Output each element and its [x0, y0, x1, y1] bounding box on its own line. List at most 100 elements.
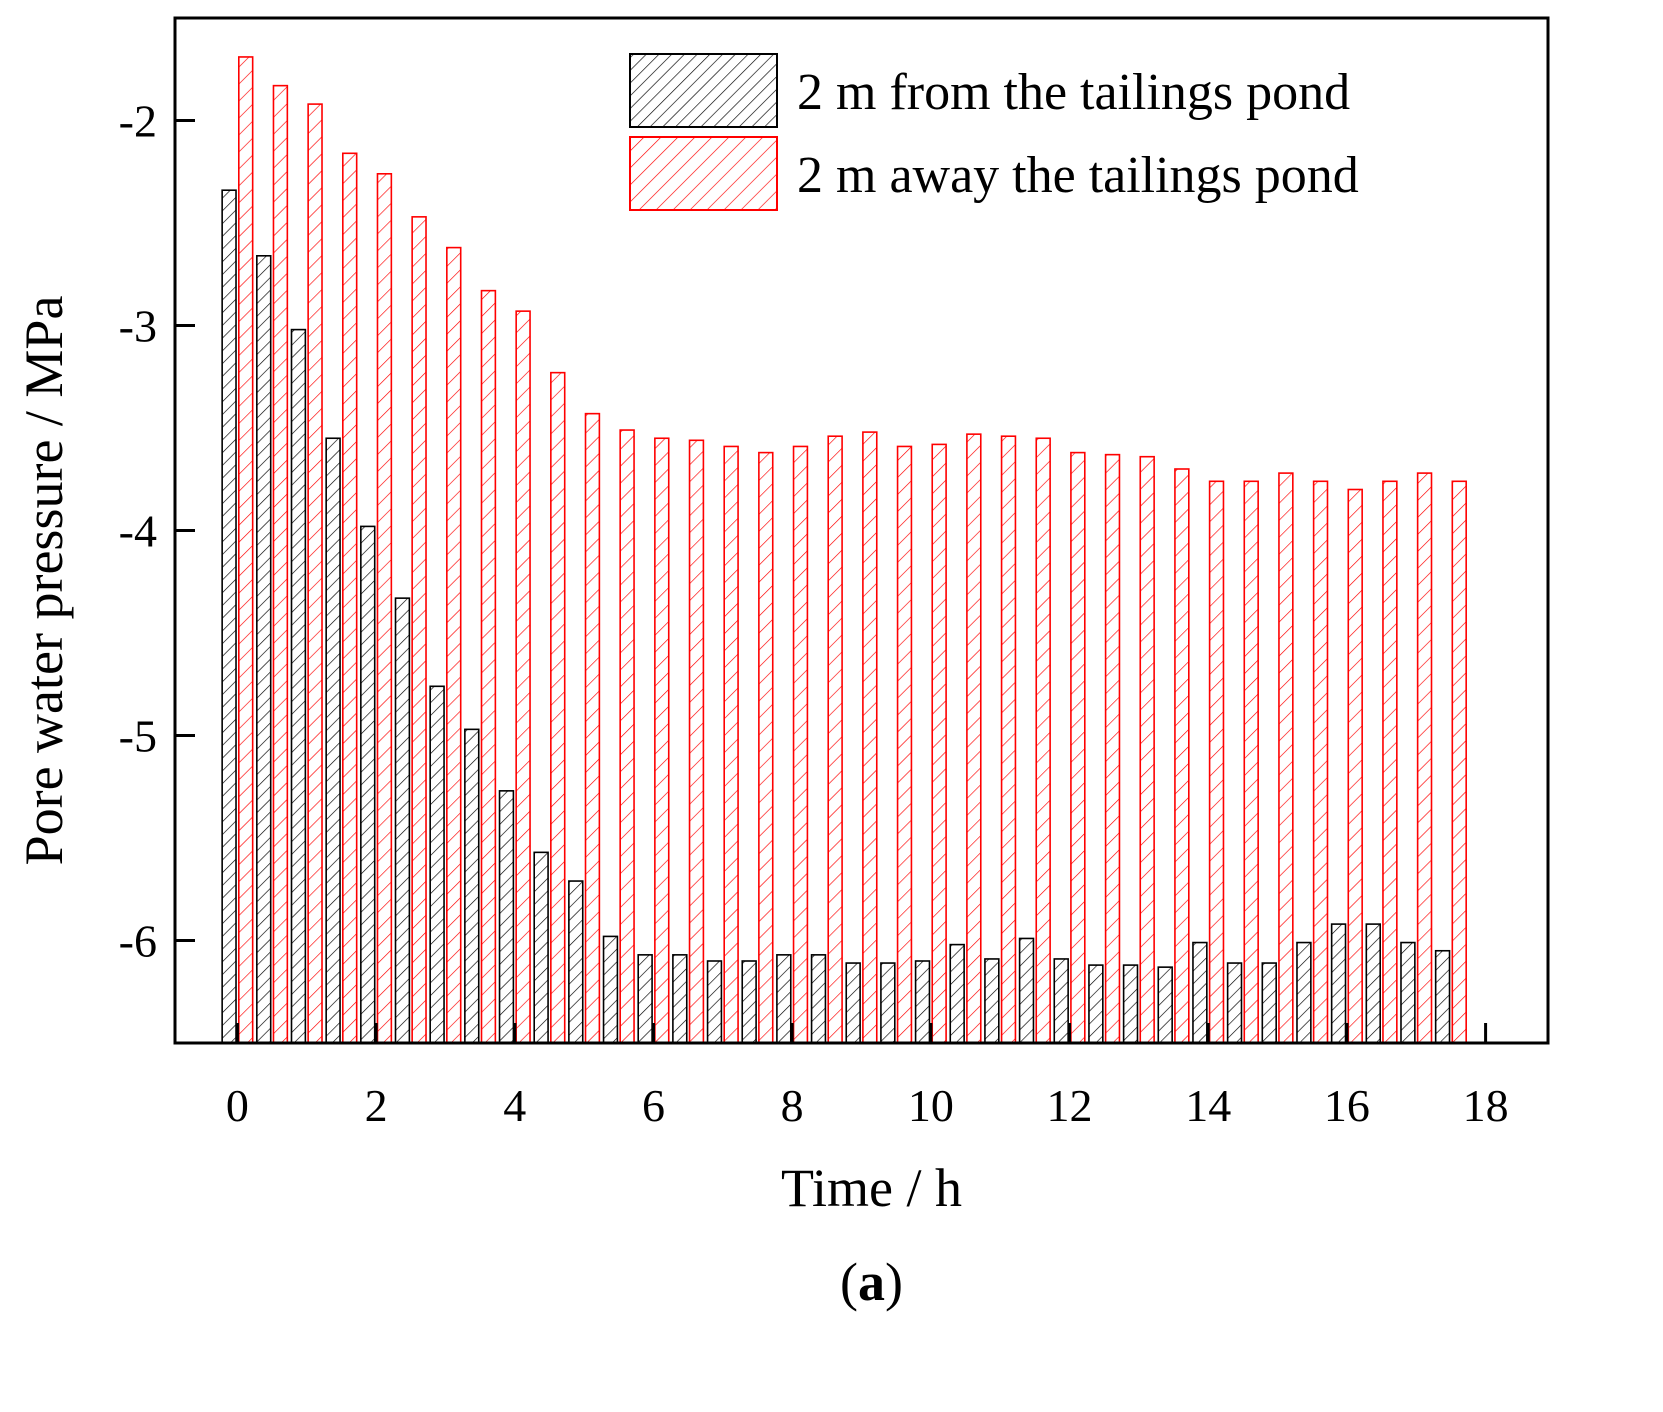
bar-away-12 [654, 437, 670, 1044]
y-tick-label-1: -3 [119, 301, 157, 352]
bar-away-11 [619, 429, 635, 1044]
bar-away-27 [1174, 468, 1190, 1044]
bar-away-17 [827, 435, 843, 1044]
bar-away-22 [1000, 435, 1017, 1044]
bar-away-28 [1208, 480, 1225, 1044]
bar-from-35 [1434, 949, 1451, 1044]
bar-away-35 [1451, 480, 1467, 1044]
bar-away-15 [758, 451, 774, 1044]
x-tick-label-1: 2 [365, 1080, 388, 1131]
bar-from-16 [776, 954, 792, 1044]
bar-away-10 [584, 412, 601, 1044]
bar-from-22 [984, 958, 1000, 1044]
bar-from-7 [464, 728, 480, 1044]
bar-from-2 [290, 328, 307, 1044]
bar-away-1 [272, 84, 289, 1044]
x-tick-label-2: 4 [503, 1080, 526, 1131]
bar-away-2 [307, 103, 323, 1044]
bar-from-32 [1330, 923, 1347, 1044]
x-tick-label-4: 8 [781, 1080, 804, 1131]
bar-from-34 [1400, 941, 1416, 1044]
bar-from-25 [1088, 964, 1104, 1044]
bar-away-30 [1278, 472, 1294, 1044]
y-tick-label-4: -6 [119, 916, 157, 967]
bar-from-24 [1053, 958, 1069, 1044]
bar-away-7 [480, 289, 497, 1044]
bar-away-18 [862, 431, 878, 1044]
ticks-layer: 0 2 4 6 8 10 12 14 16 18 -2 -3 -4 -5 -6 [119, 96, 1509, 1132]
x-axis-title: Time / h [781, 1158, 962, 1218]
bar-from-0 [221, 189, 237, 1044]
bar-away-4 [376, 173, 393, 1044]
bar-away-34 [1416, 472, 1433, 1044]
legend-swatch-from [629, 53, 778, 128]
bar-from-17 [810, 954, 827, 1044]
x-tick-label-9: 18 [1463, 1080, 1509, 1131]
bar-away-14 [723, 445, 739, 1044]
x-tick-label-6: 12 [1047, 1080, 1093, 1131]
x-tick-label-3: 6 [642, 1080, 665, 1131]
bar-away-24 [1070, 451, 1086, 1044]
bar-from-14 [706, 960, 723, 1044]
bars-layer [221, 56, 1467, 1044]
x-tick-label-5: 10 [908, 1080, 954, 1131]
bar-away-6 [446, 246, 462, 1044]
bar-away-13 [688, 439, 705, 1044]
legend-swatch-away [629, 136, 778, 211]
bar-away-25 [1104, 453, 1121, 1044]
bar-from-19 [880, 962, 896, 1044]
y-tick-label-3: -5 [119, 711, 157, 762]
bar-from-33 [1365, 923, 1381, 1044]
bar-from-10 [568, 880, 584, 1044]
bar-from-20 [914, 960, 931, 1044]
bar-away-5 [411, 216, 427, 1044]
bar-from-5 [394, 597, 411, 1044]
panel-label-letter: a [858, 1252, 885, 1312]
bar-from-1 [256, 255, 272, 1044]
bar-away-16 [792, 445, 809, 1044]
bar-from-15 [741, 960, 757, 1044]
bar-from-9 [533, 851, 549, 1044]
legend-label-from: 2 m from the tailings pond [797, 64, 1350, 121]
bar-from-26 [1122, 964, 1139, 1044]
bar-away-29 [1243, 480, 1259, 1044]
bar-away-9 [550, 371, 566, 1044]
bar-from-30 [1261, 962, 1277, 1044]
bar-away-20 [931, 443, 947, 1044]
bar-from-3 [325, 437, 341, 1044]
bar-away-26 [1139, 455, 1155, 1044]
bar-from-11 [602, 935, 619, 1044]
bar-from-8 [498, 790, 515, 1044]
bar-away-21 [966, 433, 982, 1044]
bar-from-6 [429, 685, 445, 1044]
bar-away-8 [515, 310, 531, 1044]
bar-from-13 [672, 954, 688, 1044]
y-tick-label-0: -2 [119, 96, 157, 147]
legend-label-away: 2 m away the tailings pond [797, 147, 1359, 204]
bar-away-23 [1035, 437, 1051, 1044]
bar-away-31 [1312, 480, 1329, 1044]
bar-away-0 [238, 56, 254, 1044]
bar-from-18 [845, 962, 861, 1044]
bar-from-12 [637, 954, 653, 1044]
bar-away-33 [1382, 480, 1398, 1044]
bar-from-28 [1192, 941, 1208, 1044]
panel-label: (a) [840, 1252, 903, 1312]
bar-from-4 [360, 525, 376, 1044]
bar-away-19 [896, 445, 913, 1044]
x-tick-label-0: 0 [226, 1080, 249, 1131]
bar-from-31 [1296, 941, 1312, 1044]
x-tick-label-8: 16 [1324, 1080, 1370, 1131]
bar-from-21 [949, 943, 965, 1044]
y-tick-label-2: -4 [119, 506, 157, 557]
plot-frame [173, 16, 1550, 1045]
bar-away-3 [342, 152, 358, 1044]
bar-from-29 [1226, 962, 1243, 1044]
bar-from-23 [1018, 937, 1035, 1044]
bar-away-32 [1347, 488, 1363, 1044]
bar-from-27 [1157, 966, 1173, 1044]
legend: 2 m from the tailings pond 2 m away the … [629, 53, 1359, 211]
x-tick-label-7: 14 [1185, 1080, 1231, 1131]
y-axis-title: Pore water pressure / MPa [14, 296, 74, 866]
